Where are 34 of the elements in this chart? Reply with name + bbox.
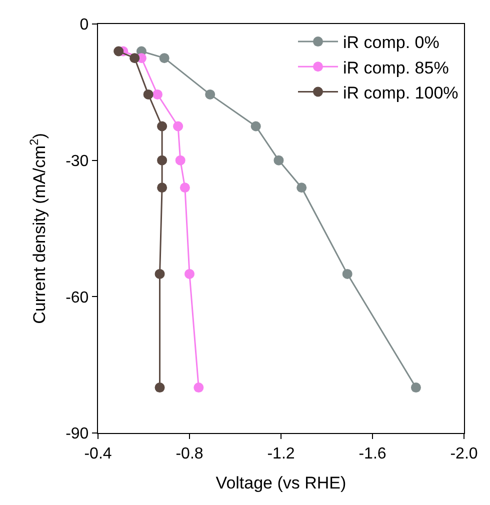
point <box>114 46 124 56</box>
y-tick-label: 0 <box>80 16 89 34</box>
point <box>180 182 190 193</box>
point <box>194 382 204 393</box>
point <box>175 155 186 166</box>
point <box>157 121 168 132</box>
point <box>342 268 352 279</box>
x-tick-label: -1.6 <box>358 445 386 462</box>
x-tick-label: -2.0 <box>450 445 478 462</box>
point <box>250 121 261 132</box>
point <box>143 89 154 100</box>
y-tick-label: -60 <box>66 289 89 306</box>
point <box>410 382 421 393</box>
x-tick-label: -0.8 <box>176 445 204 462</box>
point <box>173 121 184 132</box>
point <box>154 382 165 393</box>
x-tick-label: -1.2 <box>267 445 295 462</box>
x-tick-label: -0.4 <box>84 445 112 462</box>
x-axis-title: Voltage (vs RHE) <box>216 474 346 493</box>
point <box>296 182 307 193</box>
legend-label: iR comp. 85% <box>343 58 449 78</box>
y-tick-label: -90 <box>66 426 89 443</box>
point <box>154 268 165 279</box>
point <box>157 155 168 166</box>
point <box>205 89 216 100</box>
point <box>184 268 194 279</box>
point <box>157 182 168 193</box>
point <box>274 155 284 166</box>
legend-label: iR comp. 100% <box>343 83 458 102</box>
point <box>152 89 162 100</box>
y-tick-label: -30 <box>66 152 89 170</box>
legend-label: iR comp. 0% <box>343 33 440 52</box>
point <box>130 53 140 64</box>
point <box>159 53 170 64</box>
